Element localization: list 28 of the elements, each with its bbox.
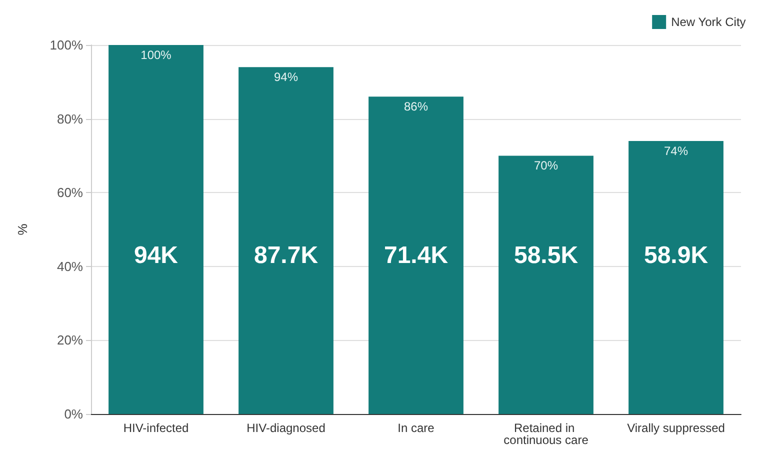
y-tick-label: 100% — [50, 38, 84, 52]
data-label: 100% — [140, 48, 172, 62]
bar — [238, 67, 334, 414]
bar — [628, 140, 724, 414]
annotation: 58.5K — [514, 242, 579, 269]
data-label: 86% — [404, 100, 428, 114]
y-tick-label: 80% — [56, 111, 84, 126]
annotation: 94K — [134, 242, 179, 269]
y-tick-label: 60% — [56, 185, 84, 200]
annotation: 87.7K — [254, 242, 319, 269]
x-tick-label: Retained in continuous care — [504, 421, 589, 447]
annotation: 71.4K — [384, 242, 449, 269]
data-label: 70% — [534, 158, 558, 173]
data-label: 94% — [274, 70, 298, 84]
x-tick-label: HIV-infected — [123, 421, 189, 435]
x-tick-label: In care — [398, 421, 435, 435]
y-tick-label: 40% — [56, 258, 84, 274]
bar — [108, 45, 204, 414]
y-axis-title: % — [15, 223, 30, 236]
y-tick-label: 0% — [64, 406, 84, 422]
x-tick-label: Virally suppressed — [627, 421, 725, 435]
x-tick-label: HIV-diagnosed — [246, 421, 326, 435]
annotation: 58.9K — [644, 242, 709, 269]
bar — [368, 96, 464, 414]
bar — [498, 156, 594, 414]
legend-label: New York City — [671, 15, 746, 29]
data-label: 74% — [664, 144, 688, 158]
y-tick-label: 20% — [56, 332, 84, 348]
